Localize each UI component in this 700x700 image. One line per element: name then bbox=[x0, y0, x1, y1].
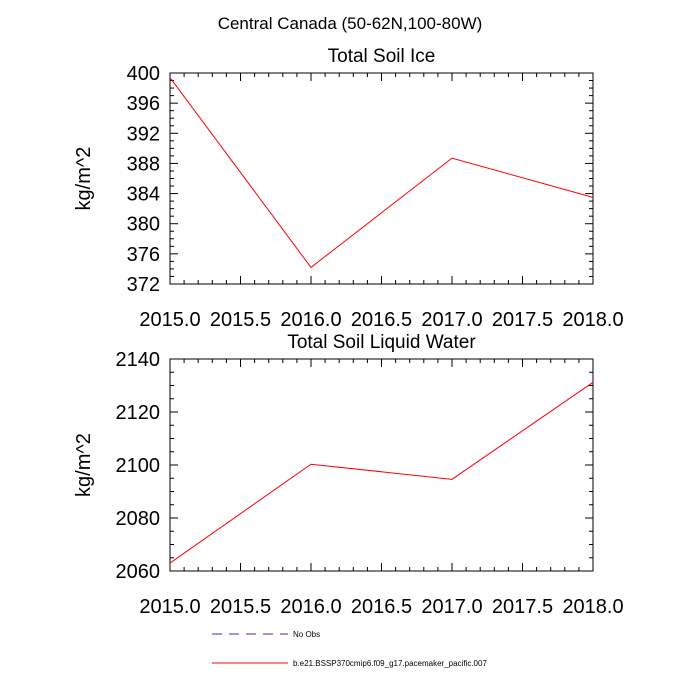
figure-title: Central Canada (50-62N,100-80W) bbox=[218, 14, 483, 33]
panel-1: Total Soil Ice kg/m^2 2015.0 2015.5 2016.0 20… bbox=[73, 46, 624, 331]
y-tick-label: 388 bbox=[127, 153, 160, 175]
y-tick-label: 392 bbox=[127, 123, 160, 145]
y-tick-label: 384 bbox=[127, 184, 160, 206]
x-tick-label: 2017.0 bbox=[421, 309, 482, 331]
x-tick-label: 2016.5 bbox=[351, 309, 412, 331]
x-tick-label: 2016.0 bbox=[280, 596, 341, 618]
y-tick-label: 380 bbox=[127, 214, 160, 236]
x-tick-label: 2015.5 bbox=[210, 309, 271, 331]
x-tick-label: 2015.0 bbox=[139, 309, 200, 331]
x-tick-label: 2017.0 bbox=[421, 596, 482, 618]
x-tick-label: 2015.5 bbox=[210, 596, 271, 618]
y-tick-label: 2140 bbox=[116, 349, 161, 371]
y-tick-label: 400 bbox=[127, 63, 160, 85]
x-tick-label: 2017.5 bbox=[492, 309, 553, 331]
x-tick-label: 2015.0 bbox=[139, 596, 200, 618]
legend-label: No Obs bbox=[293, 630, 320, 639]
panel-title: Total Soil Liquid Water bbox=[287, 332, 476, 353]
x-tick-label: 2018.0 bbox=[562, 596, 623, 618]
plot-frame bbox=[169, 358, 594, 572]
panel-2: Total Soil Liquid Water kg/m^2 2015.0 2015.… bbox=[73, 332, 624, 618]
y-axis-label: kg/m^2 bbox=[73, 433, 95, 497]
legend: No Obs b.e21.BSSP370cmip6.f09_g17.pacemak… bbox=[212, 630, 487, 668]
series-line bbox=[169, 77, 594, 269]
panel-title: Total Soil Ice bbox=[328, 46, 436, 67]
legend-label: b.e21.BSSP370cmip6.f09_g17.pacemaker_pac… bbox=[293, 659, 487, 668]
y-tick-label: 2120 bbox=[116, 402, 161, 424]
x-tick-label: 2017.5 bbox=[492, 596, 553, 618]
y-tick-label: 372 bbox=[127, 274, 160, 296]
x-tick-label: 2016.5 bbox=[351, 596, 412, 618]
y-tick-label: 376 bbox=[127, 244, 160, 266]
y-tick-label: 396 bbox=[127, 93, 160, 115]
x-tick-label: 2016.0 bbox=[280, 309, 341, 331]
y-tick-label: 2100 bbox=[116, 455, 161, 477]
plot-frame bbox=[169, 72, 594, 285]
y-tick-label: 2080 bbox=[116, 508, 161, 530]
y-axis-label: kg/m^2 bbox=[73, 147, 95, 211]
series-line bbox=[169, 381, 594, 564]
y-tick-label: 2060 bbox=[116, 561, 161, 583]
x-tick-label: 2018.0 bbox=[562, 309, 623, 331]
